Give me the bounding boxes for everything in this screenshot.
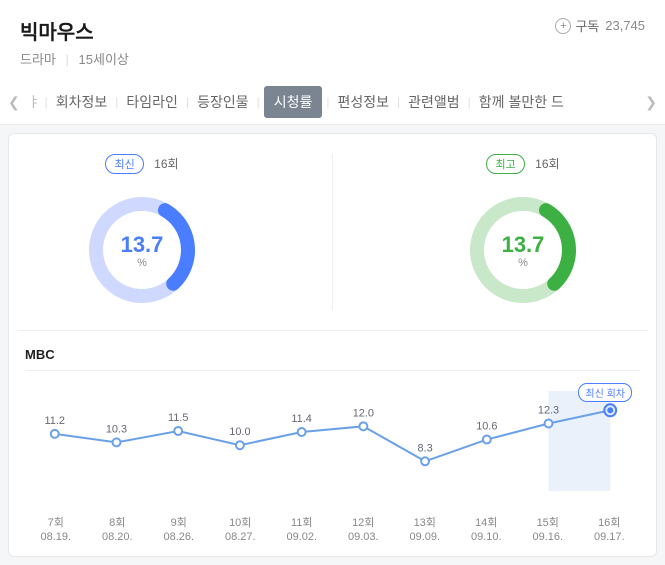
content-card: 최신 16회 13.7 % 최고 16회 13.7 % MBC 최신 회차 bbox=[8, 133, 657, 557]
best-value: 13.7 bbox=[502, 232, 545, 257]
tab-list: ㅑ|회차정보|타임라인|등장인물|시청률|편성정보|관련앨범|함께 볼만한 드 bbox=[24, 80, 642, 124]
donut-row: 최신 16회 13.7 % 최고 16회 13.7 % bbox=[17, 154, 648, 331]
svg-text:10.3: 10.3 bbox=[106, 423, 127, 435]
page-header: 빅마우스 + 구독 23,745 드라마 | 15세이상 bbox=[0, 0, 665, 80]
latest-unit: % bbox=[137, 257, 147, 269]
x-axis-label: 9회08.26. bbox=[148, 516, 210, 545]
tab-6[interactable]: 함께 볼만한 드 bbox=[471, 80, 572, 124]
x-axis-labels: 7회08.19.8회08.20.9회08.26.10회08.27.11회09.0… bbox=[25, 516, 640, 545]
svg-text:8.3: 8.3 bbox=[418, 442, 433, 454]
tab-5[interactable]: 관련앨범 bbox=[400, 80, 468, 124]
genre-label: 드라마 bbox=[20, 52, 56, 67]
donut-best-svg: 13.7 % bbox=[463, 190, 583, 310]
latest-badge: 최신 bbox=[105, 154, 143, 174]
meta-separator: | bbox=[66, 52, 69, 67]
best-episode: 16회 bbox=[535, 157, 559, 171]
meta-row: 드라마 | 15세이상 bbox=[20, 49, 645, 68]
chart-box: 최신 회차 11.2 10.3 11.5 10.0 11.4 12.0 8.3 10.6 12.… bbox=[25, 370, 640, 540]
best-unit: % bbox=[518, 257, 528, 269]
line-chart-svg: 11.210.311.510.011.412.08.310.612.313.7 bbox=[25, 371, 640, 511]
tab-2[interactable]: 등장인물 bbox=[189, 80, 257, 124]
tab-fragment: ㅑ bbox=[24, 80, 45, 124]
latest-episode: 16회 bbox=[154, 157, 178, 171]
svg-text:12.0: 12.0 bbox=[353, 407, 374, 419]
tab-separator: | bbox=[257, 95, 260, 109]
x-axis-label: 13회09.09. bbox=[394, 516, 456, 545]
svg-text:11.2: 11.2 bbox=[45, 415, 65, 427]
x-axis-label: 10회08.27. bbox=[210, 516, 272, 545]
broadcaster-label: MBC bbox=[25, 347, 640, 362]
tab-0[interactable]: 회차정보 bbox=[48, 80, 116, 124]
x-axis-label: 12회09.03. bbox=[333, 516, 395, 545]
x-axis-label: 7회08.19. bbox=[25, 516, 87, 545]
latest-episode-tag: 최신 회차 bbox=[578, 383, 632, 402]
latest-value: 13.7 bbox=[121, 232, 164, 257]
best-badge: 최고 bbox=[486, 154, 524, 174]
age-rating: 15세이상 bbox=[79, 52, 129, 67]
subscribe-label: 구독 bbox=[575, 16, 599, 35]
svg-text:10.0: 10.0 bbox=[229, 426, 250, 438]
chevron-left-icon[interactable]: ❮ bbox=[4, 94, 24, 111]
svg-text:10.6: 10.6 bbox=[476, 421, 497, 433]
page-title: 빅마우스 bbox=[20, 16, 94, 45]
x-axis-label: 14회09.10. bbox=[456, 516, 518, 545]
x-axis-label: 11회09.02. bbox=[271, 516, 333, 545]
x-axis-label: 15회09.16. bbox=[517, 516, 579, 545]
svg-text:12.3: 12.3 bbox=[538, 404, 559, 416]
svg-text:11.5: 11.5 bbox=[168, 412, 188, 424]
chevron-right-icon[interactable]: ❯ bbox=[641, 94, 661, 111]
tab-bar: ❮ ㅑ|회차정보|타임라인|등장인물|시청률|편성정보|관련앨범|함께 볼만한 … bbox=[0, 80, 665, 125]
subscribe-button[interactable]: + 구독 23,745 bbox=[555, 16, 645, 35]
x-axis-label: 16회09.17. bbox=[579, 516, 641, 545]
plus-icon: + bbox=[555, 18, 571, 34]
svg-text:11.4: 11.4 bbox=[291, 413, 311, 425]
donut-latest-svg: 13.7 % bbox=[82, 190, 202, 310]
donut-latest: 최신 16회 13.7 % bbox=[82, 154, 202, 310]
vertical-divider bbox=[332, 154, 333, 310]
tab-3[interactable]: 시청률 bbox=[264, 86, 323, 118]
subscribe-count: 23,745 bbox=[605, 18, 645, 33]
line-chart-section: MBC 최신 회차 11.2 10.3 11.5 10.0 11.4 12.0 8.3 10.… bbox=[17, 331, 648, 540]
tab-4[interactable]: 편성정보 bbox=[329, 80, 397, 124]
donut-best: 최고 16회 13.7 % bbox=[463, 154, 583, 310]
x-axis-label: 8회08.20. bbox=[87, 516, 149, 545]
tab-1[interactable]: 타임라인 bbox=[118, 80, 186, 124]
